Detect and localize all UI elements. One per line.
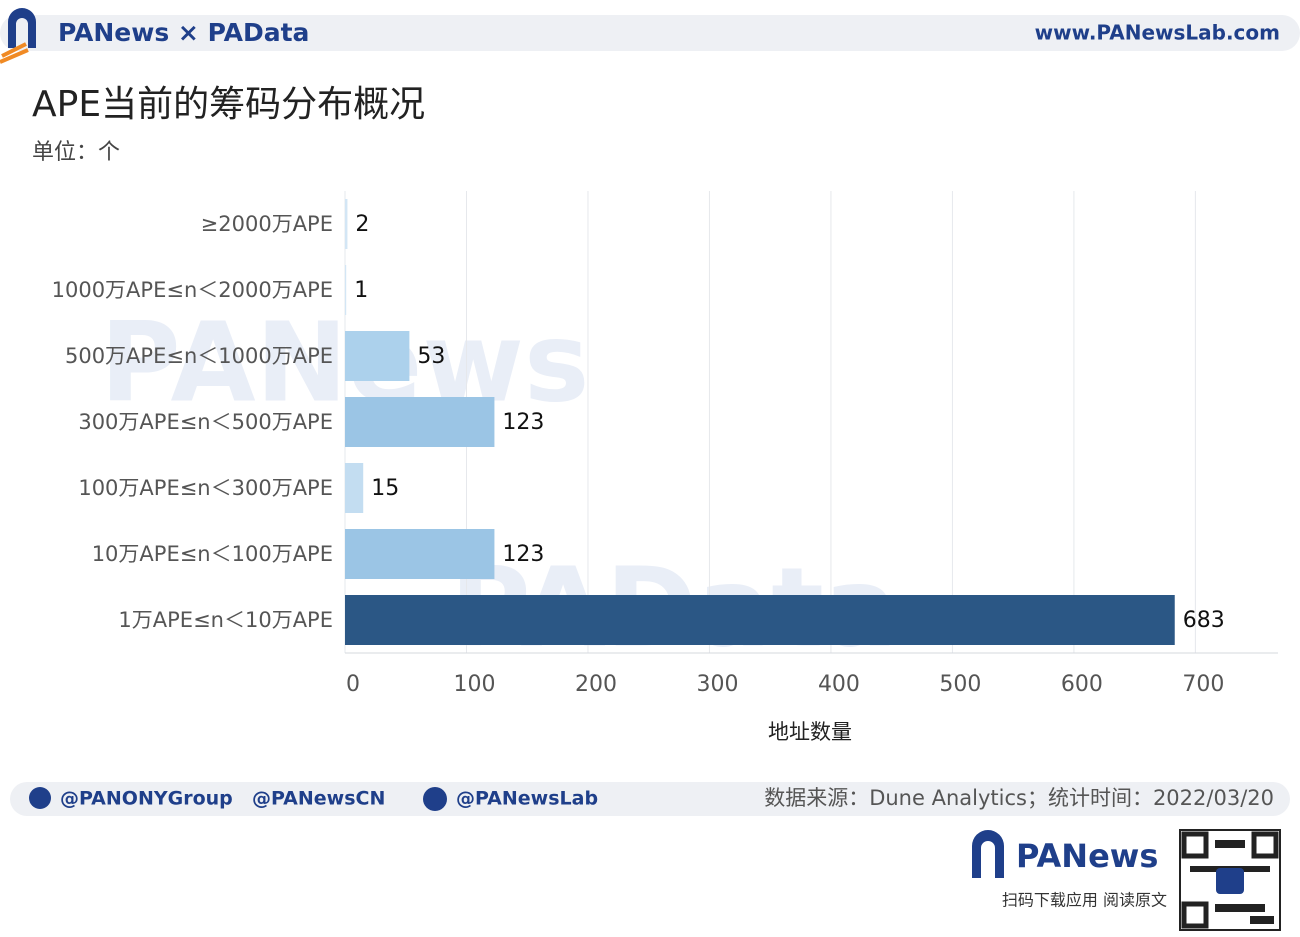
twitter-icon xyxy=(29,787,51,809)
bar xyxy=(345,265,347,315)
x-tick-label: 400 xyxy=(818,672,860,697)
bar xyxy=(345,199,348,249)
x-axis-label: 地址数量 xyxy=(768,720,852,744)
bar xyxy=(345,529,495,579)
x-tick-label: 600 xyxy=(1061,672,1103,697)
y-tick-label: 500万APE≤n＜1000万APE xyxy=(65,344,333,368)
footer-bar xyxy=(10,782,1290,816)
y-tick-label: 100万APE≤n＜300万APE xyxy=(78,476,333,500)
x-tick-label: 300 xyxy=(696,672,738,697)
bar xyxy=(345,595,1175,645)
data-label: 683 xyxy=(1183,608,1225,633)
qr-code xyxy=(1179,829,1281,931)
y-tick-label: 1000万APE≤n＜2000万APE xyxy=(52,278,333,302)
app-logo xyxy=(972,830,1004,878)
y-tick-label: 10万APE≤n＜100万APE xyxy=(92,542,333,566)
app-hint: 扫码下载应用 阅读原文 xyxy=(1002,891,1167,910)
header-brand: PANews × PAData xyxy=(58,18,309,47)
x-tick-label: 500 xyxy=(939,672,981,697)
logo-stripes xyxy=(0,42,29,64)
twitter-handle: @PANewsCN xyxy=(252,788,385,810)
x-tick-label: 200 xyxy=(575,672,617,697)
x-tick-label: 0 xyxy=(346,672,360,697)
chart-subtitle: 单位：个 xyxy=(32,140,120,165)
x-tick-label: 100 xyxy=(453,672,495,697)
chart-title: APE当前的筹码分布概况 xyxy=(32,84,425,125)
data-label: 2 xyxy=(355,212,369,237)
bar xyxy=(345,397,495,447)
data-label: 123 xyxy=(502,410,544,435)
source-note: 数据来源：Dune Analytics；统计时间：2022/03/20 xyxy=(764,786,1274,810)
y-tick-label: 1万APE≤n＜10万APE xyxy=(118,608,333,632)
data-label: 53 xyxy=(417,344,445,369)
twitter-handle: @PANONYGroup xyxy=(60,788,233,810)
header-bar xyxy=(0,15,1300,51)
bar xyxy=(345,463,364,513)
app-brand: PANews xyxy=(1016,837,1158,875)
x-tick-label: 700 xyxy=(1182,672,1224,697)
logo xyxy=(8,8,36,48)
facebook-icon xyxy=(423,787,447,811)
facebook-handle: @PANewsLab xyxy=(456,788,598,810)
y-tick-label: 300万APE≤n＜500万APE xyxy=(78,410,333,434)
header-url: www.PANewsLab.com xyxy=(1035,21,1280,45)
data-label: 15 xyxy=(371,476,399,501)
data-label: 123 xyxy=(502,542,544,567)
y-tick-label: ≥2000万APE xyxy=(201,212,333,236)
data-label: 1 xyxy=(354,278,368,303)
bar xyxy=(345,331,410,381)
